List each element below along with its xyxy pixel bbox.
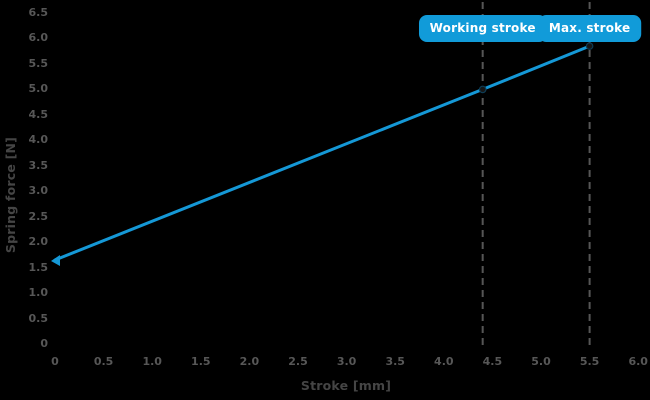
- y-tick-label: 4.5: [28, 107, 49, 121]
- y-tick-label: 0: [40, 337, 48, 350]
- y-tick-label: 3.5: [28, 158, 49, 172]
- x-tick-label: 1.0: [142, 355, 162, 368]
- x-tick-label: 2.0: [239, 355, 260, 368]
- y-tick-label: 1.5: [28, 260, 49, 274]
- x-tick-label: 2.5: [288, 355, 308, 368]
- x-tick-label: 5.5: [579, 355, 600, 368]
- x-tick-label: 3.0: [336, 355, 357, 368]
- line-start-marker: [51, 254, 60, 266]
- y-tick-label: 6.5: [28, 6, 49, 20]
- x-tick-label: 0.5: [93, 355, 114, 368]
- x-tick-label: 3.5: [385, 355, 405, 368]
- y-axis-title: Spring force [N]: [3, 136, 18, 254]
- x-tick-label: 5.0: [531, 355, 551, 368]
- y-tick-label: 2.0: [28, 235, 49, 249]
- y-tick-label: 4.0: [28, 133, 49, 147]
- y-tick-label: 5.5: [28, 56, 49, 70]
- y-tick-label: 2.5: [28, 209, 49, 223]
- working-stroke-badge: Working stroke: [418, 15, 547, 42]
- annotation-point-marker-1: [585, 42, 594, 50]
- y-tick-label: 6.0: [28, 31, 49, 45]
- y-tick-label: 3.0: [28, 184, 49, 198]
- y-tick-label: 1.0: [28, 286, 49, 300]
- x-tick-label: 4.0: [434, 355, 454, 368]
- x-axis-title: Stroke [mm]: [300, 378, 392, 393]
- y-tick-label: 0.5: [28, 311, 49, 325]
- x-tick-label: 4.5: [482, 355, 503, 368]
- y-tick-label: 5.0: [28, 82, 49, 96]
- x-tick-label: 6.0: [628, 355, 648, 368]
- annotation-point-marker-0: [478, 85, 487, 94]
- x-tick-label: 0: [51, 355, 59, 368]
- x-tick-label: 1.5: [191, 355, 211, 368]
- max-stroke-badge: Max. stroke: [537, 15, 642, 42]
- spring-characteristic-line: [53, 44, 592, 262]
